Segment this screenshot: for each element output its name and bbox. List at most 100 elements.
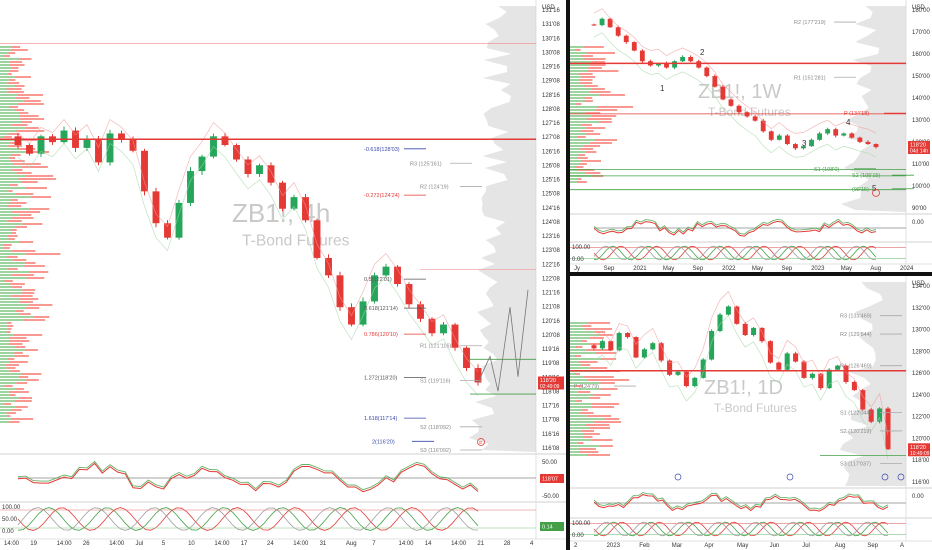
candle xyxy=(625,333,631,338)
chart-panel-1d[interactable]: ZB1!, 1D T-Bond Futures R3 (131'469) R2 (12… xyxy=(570,276,932,550)
chart-1d-svg[interactable]: ZB1!, 1D T-Bond Futures R3 (131'469) R2 (12… xyxy=(570,276,932,550)
volume-profile-bar-up xyxy=(570,136,577,138)
volume-profile-bar-down xyxy=(585,424,610,426)
volume-profile-bar-down xyxy=(26,277,45,279)
candle xyxy=(118,133,125,140)
volume-profile-bar-up xyxy=(0,340,10,342)
volume-profile-bar-down xyxy=(590,91,611,93)
volume-profile-bar-down xyxy=(581,160,601,162)
volume-profile-bar-down xyxy=(9,394,16,396)
volume-profile-bar-down xyxy=(580,364,591,366)
candle xyxy=(623,35,629,43)
volume-profile-bar-up xyxy=(570,67,589,69)
level-label: -0.272(124'24) xyxy=(364,193,400,199)
volume-profile-bar-down xyxy=(11,232,16,234)
volume-profile-bar-up xyxy=(0,250,12,252)
candle xyxy=(734,306,740,324)
volume-profile-bar-up xyxy=(570,352,596,354)
volume-profile-bar-up xyxy=(570,103,576,105)
envelope-lower xyxy=(593,314,889,460)
candle xyxy=(793,353,799,362)
volume-profile-bar-up xyxy=(0,214,20,216)
volume-profile-bar-down xyxy=(8,133,20,135)
volume-profile-bar-down xyxy=(578,154,586,156)
candle xyxy=(664,63,669,68)
candle xyxy=(760,120,766,132)
level-label: S3 (117'037) xyxy=(840,462,871,468)
chart-panel-4h[interactable]: ZB1!, 4h T-Bond Futures -0.618(128'03) -0.2… xyxy=(0,0,566,550)
event-marker xyxy=(881,473,889,481)
volume-profile-bar-down xyxy=(16,382,28,384)
volume-profile-bar-down xyxy=(19,112,29,114)
volume-profile-bar-up xyxy=(0,415,7,417)
volume-profile-bar-up xyxy=(0,391,9,393)
volume-profile-bar-down xyxy=(8,190,13,192)
volume-profile-bar-down xyxy=(586,415,612,417)
volume-profile-bar-up xyxy=(0,346,16,348)
watermark-name: T-Bond Futures xyxy=(714,401,797,415)
volume-profile-bar-down xyxy=(11,154,21,156)
time-axis-label: May xyxy=(737,543,748,549)
candle xyxy=(631,42,637,51)
volume-profile-bar-up xyxy=(0,76,15,78)
volume-profile-bar-down xyxy=(6,88,22,90)
candle xyxy=(675,371,681,375)
volume-profile-bar-down xyxy=(7,82,20,84)
volume-profile-bar-down xyxy=(11,46,21,48)
volume-profile-bar-up xyxy=(570,88,592,90)
price-axis-label: 140'00 xyxy=(912,96,930,102)
candle xyxy=(599,18,605,26)
volume-profile-bar-up xyxy=(0,316,34,318)
volume-profile-bar-up xyxy=(570,388,601,390)
volume-profile-bar-down xyxy=(587,454,610,456)
volume-profile-bar-up xyxy=(0,289,23,291)
volume-profile-bar-down xyxy=(590,142,612,144)
level-label: R1 (121'116) xyxy=(420,344,451,350)
candle xyxy=(704,67,710,77)
volume-profile-bar-up xyxy=(0,208,30,210)
candle xyxy=(152,191,160,224)
chart-1w-svg[interactable]: ZB1!, 1W T-Bond Futures R2 (177'219) R1 (15… xyxy=(570,0,932,272)
panel-divider-vertical[interactable] xyxy=(566,0,570,550)
volume-profile-bar-up xyxy=(0,364,6,366)
volume-profile-bar-down xyxy=(9,184,18,186)
time-axis-label: Jun xyxy=(770,543,780,549)
volume-profile-bar-up xyxy=(570,130,581,132)
level-label: (98'15) xyxy=(852,187,869,193)
volume-profile-bar-up xyxy=(0,154,12,156)
time-axis-label: Jul xyxy=(802,543,810,549)
candle xyxy=(656,63,661,66)
time-axis-label: May xyxy=(841,266,852,272)
volume-profile-bar-down xyxy=(8,238,15,240)
volume-profile-bar-down xyxy=(6,367,16,369)
candle xyxy=(26,145,33,154)
time-axis-label: Jy xyxy=(574,266,580,272)
osc1-line-green xyxy=(17,460,479,491)
volume-profile-bar-down xyxy=(28,304,53,306)
chart-panel-1w[interactable]: ZB1!, 1W T-Bond Futures R2 (177'219) R1 (15… xyxy=(570,0,932,272)
volume-profile-bar-down xyxy=(14,163,41,165)
candle xyxy=(751,327,757,336)
price-axis-label: 116'16 xyxy=(542,432,560,438)
volume-profile-bar-down xyxy=(589,343,603,345)
volume-profile-bar-up xyxy=(570,340,582,342)
volume-profile-bar-up xyxy=(0,229,11,231)
volume-profile-bar-down xyxy=(9,202,27,204)
volume-profile-bar-down xyxy=(577,178,582,180)
candle xyxy=(141,150,148,192)
chart-4h-svg[interactable]: ZB1!, 4hT-Bond Futures-0.618(128'03)-0.2… xyxy=(0,0,566,550)
volume-profile-bar-down xyxy=(16,172,32,174)
level-label: 1.272(118'20) xyxy=(364,376,398,382)
volume-profile-bar-down xyxy=(16,388,24,390)
candle xyxy=(591,345,597,349)
volume-profile-bar-up xyxy=(0,190,9,192)
volume-profile-bar-down xyxy=(9,157,16,159)
price-axis-label: 122'00 xyxy=(912,415,930,421)
volume-profile-bar-down xyxy=(15,97,30,99)
volume-profile-right xyxy=(468,6,536,452)
volume-profile-bar-up xyxy=(570,322,589,324)
price-axis-label: 110'00 xyxy=(912,162,930,168)
time-axis-label: Aug xyxy=(870,266,881,272)
panel-divider-horizontal[interactable] xyxy=(570,272,932,276)
volume-profile-bar-up xyxy=(570,55,582,57)
